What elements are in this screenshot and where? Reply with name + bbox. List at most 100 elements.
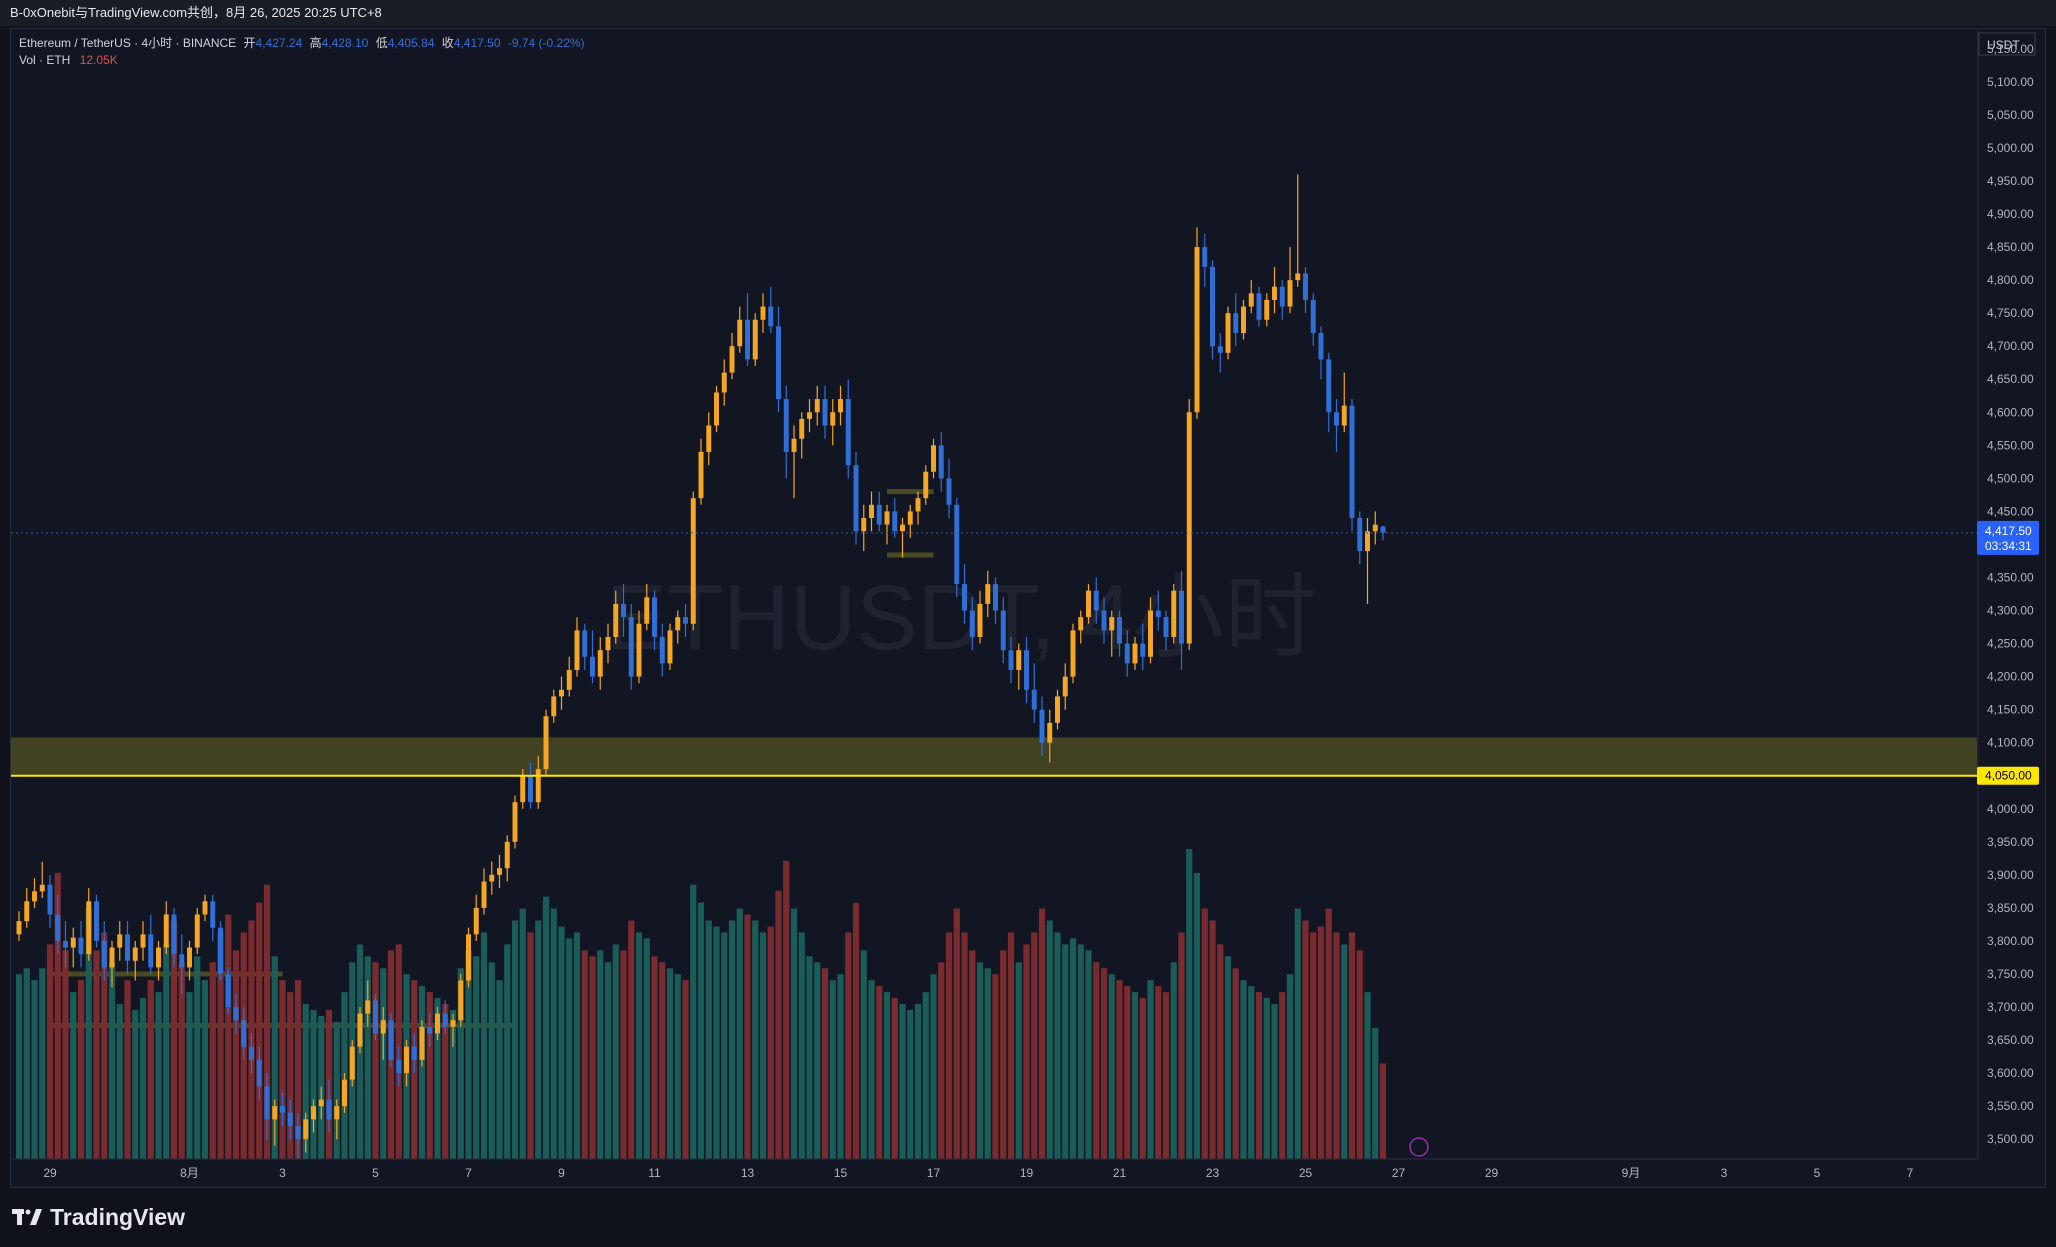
change-value: -9.74 (-0.22%) bbox=[507, 36, 585, 50]
volume-bar bbox=[581, 950, 588, 1159]
volume-bar bbox=[178, 962, 185, 1159]
volume-bar bbox=[232, 950, 240, 1159]
price-tick-label: 4,450.00 bbox=[1987, 504, 2034, 518]
volume-bar bbox=[992, 974, 999, 1159]
candle-body bbox=[435, 1013, 440, 1034]
volume-bar bbox=[682, 980, 689, 1159]
candle-body bbox=[1241, 306, 1246, 333]
volume-bar bbox=[814, 962, 821, 1159]
candle-body bbox=[636, 623, 642, 677]
candle-body bbox=[489, 874, 495, 882]
candle-body bbox=[1024, 650, 1029, 690]
candle-body bbox=[938, 445, 944, 479]
volume-bar bbox=[868, 980, 875, 1159]
volume-bar bbox=[1015, 962, 1022, 1159]
candle-body bbox=[1186, 412, 1192, 644]
volume-bar bbox=[271, 956, 278, 1159]
candle-body bbox=[605, 636, 611, 651]
candle-body bbox=[125, 934, 130, 961]
low-label: 低 bbox=[375, 36, 388, 50]
candle-body bbox=[326, 1099, 332, 1120]
candle-body bbox=[1078, 617, 1084, 631]
candle-body bbox=[783, 399, 789, 452]
price-tick-label: 4,300.00 bbox=[1987, 604, 2034, 618]
time-tick-label: 25 bbox=[1299, 1166, 1313, 1180]
volume-bar bbox=[899, 1004, 906, 1159]
candle-body bbox=[566, 669, 572, 690]
time-axis[interactable]: 29 8月 3 5 7 9 11 13 15 17 19 21 23 25 27 29 9月 3 5 7 bbox=[11, 1158, 1978, 1180]
open-label: 开 bbox=[243, 36, 256, 50]
lightning-icon bbox=[1409, 1137, 1429, 1157]
volume-bar bbox=[922, 992, 929, 1159]
chart-panel[interactable]: ETHUSDT, 4小时 USDT 5,150.00 5,100.00 5,050.0… bbox=[10, 28, 2046, 1188]
candle-body bbox=[1248, 293, 1254, 307]
candle-body bbox=[458, 980, 464, 1021]
share-header: B-0xOnebit与TradingView.com共创，8月 26, 2025… bbox=[0, 0, 2056, 26]
volume-bar bbox=[1093, 962, 1100, 1159]
volume-bar bbox=[434, 998, 441, 1159]
candle-body bbox=[1132, 643, 1138, 664]
volume-bar bbox=[620, 950, 627, 1159]
candle-body bbox=[768, 306, 774, 327]
candle-body bbox=[1117, 617, 1122, 644]
tradingview-logo[interactable]: TradingView bbox=[12, 1204, 185, 1231]
candle-body bbox=[574, 630, 580, 670]
level-lines-layer bbox=[11, 532, 1977, 777]
volume-bar bbox=[1255, 992, 1263, 1159]
volume-bar bbox=[837, 974, 844, 1159]
volume-label[interactable]: Vol · ETH bbox=[19, 53, 71, 67]
candle-body bbox=[1179, 590, 1184, 644]
price-tick-label: 4,900.00 bbox=[1987, 207, 2034, 221]
volume-bar bbox=[1023, 944, 1030, 1159]
volume-bar bbox=[790, 908, 798, 1159]
volume-layer bbox=[15, 849, 1387, 1159]
candle-body bbox=[1357, 518, 1363, 552]
candle-body bbox=[652, 597, 657, 637]
volume-bar bbox=[1155, 986, 1162, 1159]
candle-body bbox=[675, 617, 681, 631]
time-tick-label: 19 bbox=[1020, 1166, 1034, 1180]
volume-bar bbox=[1379, 1063, 1387, 1159]
volume-bar bbox=[798, 932, 805, 1159]
price-tick-label: 3,700.00 bbox=[1987, 1000, 2034, 1014]
volume-bar bbox=[566, 938, 573, 1159]
volume-bar bbox=[1279, 992, 1286, 1159]
volume-bar bbox=[914, 1004, 922, 1159]
candle-body bbox=[466, 934, 471, 981]
candle-body bbox=[1380, 526, 1386, 533]
volume-bar bbox=[976, 962, 984, 1159]
candle-body bbox=[342, 1079, 347, 1107]
volume-bar bbox=[845, 932, 852, 1159]
volume-bar bbox=[101, 932, 108, 1159]
volume-bar bbox=[1286, 974, 1294, 1159]
price-tick-label: 4,550.00 bbox=[1987, 438, 2034, 452]
volume-bar bbox=[589, 956, 596, 1159]
candle-body bbox=[931, 445, 936, 472]
volume-bar bbox=[961, 932, 968, 1159]
volume-bar bbox=[70, 992, 77, 1159]
candle-body bbox=[814, 399, 820, 413]
candle-body bbox=[1194, 247, 1200, 413]
candle-body bbox=[969, 610, 975, 637]
time-tick-label: 3 bbox=[279, 1166, 286, 1180]
volume-bar bbox=[1108, 974, 1115, 1159]
volume-bar bbox=[938, 962, 945, 1159]
symbol-title[interactable]: Ethereum / TetherUS · 4小时 · BINANCE bbox=[19, 36, 237, 50]
volume-bar bbox=[1116, 980, 1123, 1159]
volume-bar bbox=[496, 980, 503, 1159]
volume-bar bbox=[597, 950, 604, 1159]
candle-body bbox=[822, 399, 828, 426]
candle-body bbox=[334, 1106, 340, 1120]
candle-body bbox=[721, 372, 727, 393]
volume-bar bbox=[527, 932, 534, 1159]
candle-body bbox=[148, 934, 154, 968]
volume-bar bbox=[519, 908, 526, 1159]
support-zone bbox=[11, 737, 1977, 776]
candle-body bbox=[117, 934, 123, 948]
volume-bar bbox=[806, 956, 813, 1159]
candle-body bbox=[985, 584, 991, 604]
volume-value: 12.05K bbox=[79, 53, 118, 67]
volume-bar bbox=[1232, 968, 1239, 1159]
